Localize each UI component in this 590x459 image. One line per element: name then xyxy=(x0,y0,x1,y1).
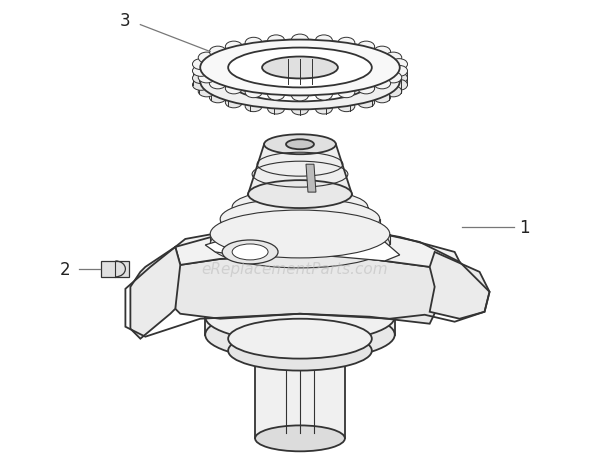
Ellipse shape xyxy=(291,105,309,116)
Ellipse shape xyxy=(228,49,372,88)
Ellipse shape xyxy=(210,211,390,258)
Ellipse shape xyxy=(232,198,368,234)
Ellipse shape xyxy=(225,98,242,109)
Ellipse shape xyxy=(245,38,262,49)
Ellipse shape xyxy=(192,73,209,84)
Ellipse shape xyxy=(338,88,355,99)
Ellipse shape xyxy=(245,52,262,63)
Text: 1: 1 xyxy=(519,218,530,236)
Ellipse shape xyxy=(225,42,242,53)
Ellipse shape xyxy=(209,47,227,58)
Ellipse shape xyxy=(373,93,391,104)
Ellipse shape xyxy=(316,104,332,115)
Ellipse shape xyxy=(286,140,314,150)
Ellipse shape xyxy=(200,40,400,96)
Ellipse shape xyxy=(291,49,309,60)
Ellipse shape xyxy=(262,71,338,93)
Ellipse shape xyxy=(391,60,408,70)
Ellipse shape xyxy=(192,80,209,91)
Text: 2: 2 xyxy=(60,260,71,278)
Ellipse shape xyxy=(358,98,375,109)
Polygon shape xyxy=(205,317,395,335)
Ellipse shape xyxy=(232,245,268,260)
Ellipse shape xyxy=(198,87,215,98)
Polygon shape xyxy=(200,68,228,82)
Ellipse shape xyxy=(316,36,332,47)
Ellipse shape xyxy=(316,50,332,61)
Ellipse shape xyxy=(268,104,284,115)
Polygon shape xyxy=(248,145,352,195)
Ellipse shape xyxy=(385,73,402,84)
Ellipse shape xyxy=(245,101,262,112)
Ellipse shape xyxy=(228,319,372,359)
Polygon shape xyxy=(232,207,368,216)
Ellipse shape xyxy=(209,61,227,72)
Ellipse shape xyxy=(198,53,215,64)
Ellipse shape xyxy=(358,56,375,67)
Ellipse shape xyxy=(358,42,375,53)
Ellipse shape xyxy=(225,84,242,95)
Ellipse shape xyxy=(255,343,345,369)
Ellipse shape xyxy=(268,50,284,61)
Ellipse shape xyxy=(338,52,355,63)
Ellipse shape xyxy=(228,62,372,102)
Ellipse shape xyxy=(268,90,284,101)
Ellipse shape xyxy=(192,66,209,77)
Ellipse shape xyxy=(205,291,395,343)
Ellipse shape xyxy=(220,208,380,251)
Polygon shape xyxy=(175,225,460,267)
Ellipse shape xyxy=(200,55,400,110)
Ellipse shape xyxy=(248,181,352,208)
Ellipse shape xyxy=(198,73,215,84)
Ellipse shape xyxy=(268,36,284,47)
Ellipse shape xyxy=(192,60,209,70)
Polygon shape xyxy=(175,247,460,324)
Polygon shape xyxy=(220,219,380,230)
Ellipse shape xyxy=(262,57,338,79)
Ellipse shape xyxy=(385,87,402,98)
Ellipse shape xyxy=(255,425,345,451)
Ellipse shape xyxy=(291,35,309,46)
Ellipse shape xyxy=(210,220,390,269)
Ellipse shape xyxy=(358,84,375,95)
Ellipse shape xyxy=(228,49,372,88)
Ellipse shape xyxy=(291,91,309,101)
Ellipse shape xyxy=(338,101,355,112)
Polygon shape xyxy=(130,247,181,339)
Ellipse shape xyxy=(262,57,338,79)
Ellipse shape xyxy=(391,66,408,77)
Ellipse shape xyxy=(232,190,368,225)
Polygon shape xyxy=(372,68,400,82)
Ellipse shape xyxy=(245,88,262,99)
Ellipse shape xyxy=(373,78,391,90)
Ellipse shape xyxy=(209,93,227,104)
Polygon shape xyxy=(306,165,316,193)
Ellipse shape xyxy=(220,199,380,241)
Ellipse shape xyxy=(391,80,408,91)
Ellipse shape xyxy=(316,90,332,101)
Polygon shape xyxy=(101,261,129,277)
Polygon shape xyxy=(228,339,372,351)
Text: 3: 3 xyxy=(120,11,131,29)
Ellipse shape xyxy=(225,56,242,67)
Polygon shape xyxy=(205,230,400,261)
Ellipse shape xyxy=(385,67,402,78)
Ellipse shape xyxy=(222,241,278,264)
Ellipse shape xyxy=(385,53,402,64)
Polygon shape xyxy=(430,252,490,319)
Ellipse shape xyxy=(209,78,227,90)
Ellipse shape xyxy=(391,73,408,84)
Ellipse shape xyxy=(228,331,372,371)
Ellipse shape xyxy=(373,61,391,72)
Ellipse shape xyxy=(205,309,395,361)
Ellipse shape xyxy=(373,47,391,58)
Polygon shape xyxy=(255,356,345,438)
Ellipse shape xyxy=(198,67,215,78)
Ellipse shape xyxy=(338,38,355,49)
Polygon shape xyxy=(210,235,390,245)
Text: eReplacementParts.com: eReplacementParts.com xyxy=(202,262,388,277)
Ellipse shape xyxy=(264,135,336,155)
Ellipse shape xyxy=(200,40,400,96)
